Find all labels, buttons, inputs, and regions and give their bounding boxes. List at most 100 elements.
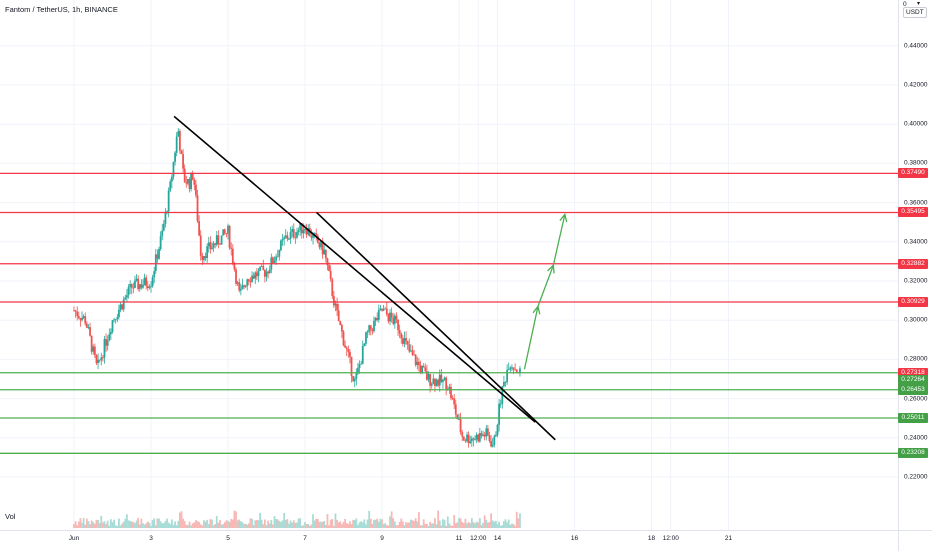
volume-bar <box>443 519 446 528</box>
symbol-title[interactable]: Fantom / TetherUS, 1h, BINANCE <box>5 5 118 14</box>
trendline[interactable] <box>173 115 536 423</box>
candle-body <box>284 235 287 238</box>
candle-body <box>435 379 438 387</box>
resistance-badge: 0.35495 <box>898 207 928 218</box>
candle-body <box>478 433 481 442</box>
volume-bar <box>220 524 223 528</box>
candle-body <box>503 382 505 387</box>
candle-body <box>74 310 77 312</box>
candle-body <box>222 229 225 236</box>
currency-selector[interactable]: USDT <box>903 7 927 18</box>
candle-body <box>244 285 247 287</box>
volume-bar <box>151 520 154 528</box>
arrow-head-icon <box>559 212 568 223</box>
horizontal-levels[interactable] <box>0 172 898 454</box>
volume-bar <box>278 520 281 528</box>
volume-bar <box>501 525 504 528</box>
volume-bar <box>154 525 157 528</box>
arrow-head-icon <box>532 305 541 315</box>
candle-body <box>219 243 221 245</box>
candle-body <box>119 304 122 310</box>
volume-bar <box>321 521 324 528</box>
trendline[interactable] <box>315 211 556 441</box>
volume-bar <box>511 523 513 528</box>
arrow-head-icon <box>547 263 555 274</box>
volume-bar <box>406 522 409 528</box>
candle-body <box>442 379 444 382</box>
candle-body <box>506 369 509 383</box>
candle-body <box>490 441 492 447</box>
volume-bar <box>260 519 263 528</box>
candle-body <box>480 433 483 436</box>
volume-bar <box>504 519 507 528</box>
volume-bar <box>360 521 363 528</box>
currency-prefix: 0 <box>903 1 907 8</box>
candle-body <box>445 377 448 390</box>
volume-bar <box>365 524 367 528</box>
volume-bar <box>183 520 186 528</box>
projection-arrow[interactable] <box>523 212 568 370</box>
volume-bar <box>247 523 250 528</box>
volume-bar <box>307 524 310 528</box>
volume-bar <box>227 520 229 528</box>
volume-bar <box>84 524 87 528</box>
volume-bar <box>474 523 476 528</box>
candle-body <box>273 260 276 263</box>
volume-bar <box>398 522 401 528</box>
projection-path[interactable] <box>523 214 566 370</box>
time-axis[interactable] <box>0 530 898 551</box>
volume-bar <box>509 524 512 528</box>
volume-bar <box>170 519 173 528</box>
volume-bar <box>195 520 197 528</box>
candle-body <box>349 351 351 357</box>
chevron-down-icon[interactable]: ▾ <box>917 1 921 7</box>
volume-bar <box>138 524 141 528</box>
volume-bar <box>95 519 98 528</box>
candle-body <box>305 229 308 235</box>
candle-body <box>195 184 197 196</box>
candle-body <box>519 368 521 374</box>
candle-body <box>411 350 414 355</box>
candle-body <box>154 254 157 272</box>
volume-bar <box>294 522 297 528</box>
candle-body <box>239 288 242 291</box>
candle-body <box>427 374 430 380</box>
candle-body <box>180 150 183 155</box>
candle-body <box>247 279 250 282</box>
candle-body <box>406 340 409 345</box>
candle-body <box>135 278 138 281</box>
volume-bar <box>113 519 116 528</box>
volume-bar <box>488 522 491 528</box>
candle-body <box>167 190 170 212</box>
volume-bar <box>462 523 465 528</box>
volume-bar <box>82 518 85 528</box>
volume-bar <box>440 525 443 528</box>
axis-corner <box>898 530 932 551</box>
volume-bar <box>196 521 199 528</box>
volume-bar <box>347 523 350 528</box>
volume-bar <box>304 522 306 528</box>
candle-body <box>111 320 114 332</box>
volume-bar <box>109 519 112 528</box>
volume-bar <box>73 524 75 528</box>
candle-body <box>304 229 306 230</box>
candle-body <box>196 195 199 222</box>
candle-body <box>401 338 404 344</box>
trendlines[interactable] <box>173 115 556 441</box>
price-chart[interactable] <box>0 0 898 530</box>
volume-bars <box>73 510 521 528</box>
volume-bar <box>236 520 239 528</box>
candle-body <box>482 434 484 436</box>
candle-body <box>220 235 223 245</box>
candle-body <box>106 340 109 346</box>
volume-bar <box>485 519 488 528</box>
candle-body <box>151 277 154 287</box>
price-tick-label: 0.30000 <box>904 316 928 324</box>
price-tick-label: 0.40000 <box>904 120 928 128</box>
candle-body <box>369 325 372 330</box>
candle-body <box>424 367 427 372</box>
volume-bar <box>259 512 261 528</box>
volume-bar <box>350 524 353 528</box>
volume-bar <box>219 520 221 528</box>
candle-body <box>227 225 229 234</box>
